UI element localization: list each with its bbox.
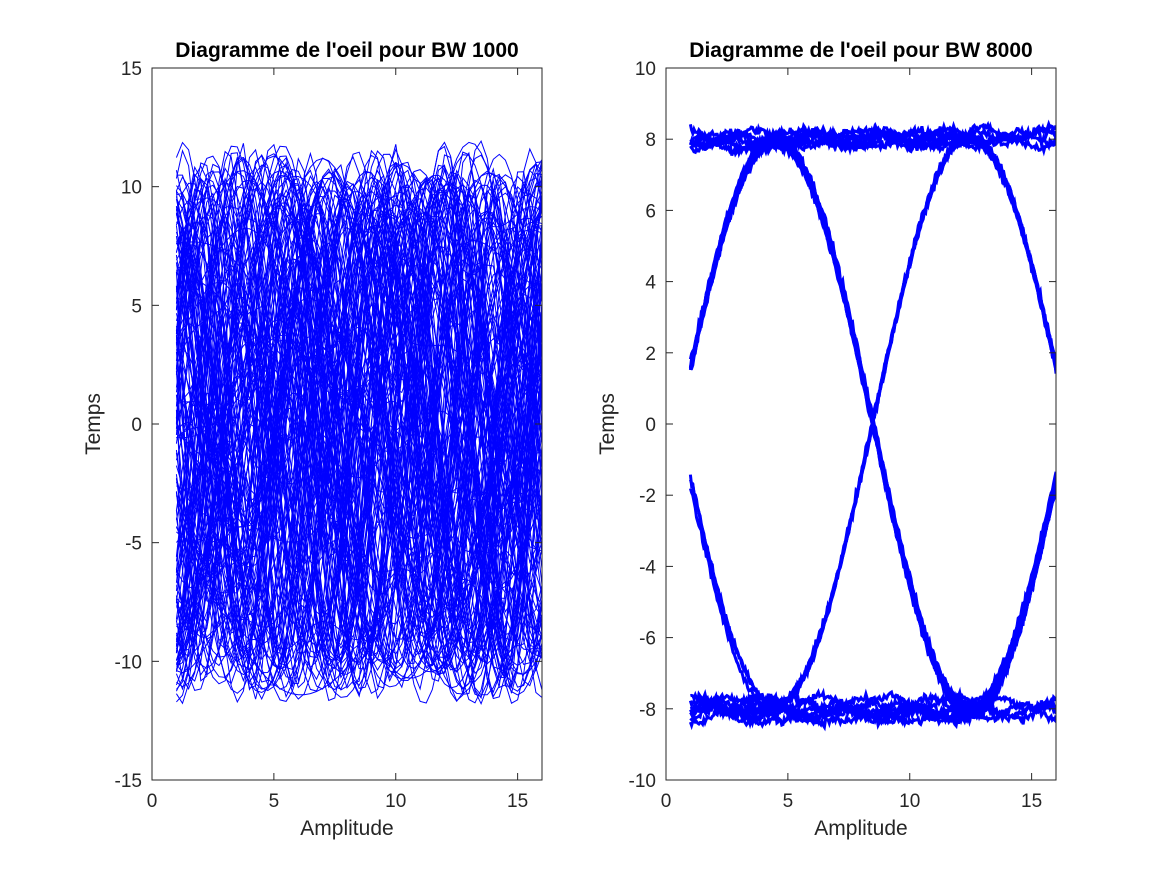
eye-diagram-bw8000: 0 5 10 15 -10 -8 -6 -4 -2 0 2 4 6 8 10 Diagramme de l'… <box>596 39 1057 840</box>
c0-trace <box>176 217 542 670</box>
c0-trace <box>175 207 542 686</box>
c1-ticks: 0 5 10 15 -10 -8 -6 -4 -2 0 2 4 6 8 10 <box>629 59 1056 812</box>
c1-xtick-label-3: 15 <box>1021 791 1042 812</box>
c1-ytick-label-4: -2 <box>639 486 656 507</box>
c1-trace <box>688 124 1056 722</box>
c1-ytick-label-5: 0 <box>645 415 656 436</box>
c0-trace <box>175 206 542 683</box>
c1-xtick-label-1: 5 <box>783 791 794 812</box>
c0-ytick-label-2: -5 <box>125 534 142 555</box>
c0-trace <box>175 168 542 691</box>
c0-trace <box>175 155 542 695</box>
c1-ytick-label-9: 8 <box>645 130 656 151</box>
c0-trace <box>175 184 542 595</box>
eye-diagram-bw1000: 0 5 10 15 -15 -10 -5 0 5 10 15 Diagramme de l'oeil… <box>82 39 543 840</box>
c0-trace <box>175 157 542 687</box>
c0-xlabel: Amplitude <box>300 817 393 840</box>
c1-ytick-label-2: -6 <box>639 629 656 650</box>
c0-ytick-label-0: -15 <box>115 771 142 792</box>
c0-trace <box>175 206 542 669</box>
c0-trace <box>176 185 542 630</box>
c0-traces <box>175 139 542 705</box>
c0-xtick-label-1: 5 <box>269 791 280 812</box>
c0-trace <box>175 182 542 686</box>
c1-trace <box>690 471 1056 718</box>
c0-trace <box>175 181 542 674</box>
c1-ylabel: Temps <box>596 393 619 455</box>
c0-trace <box>175 145 542 697</box>
c1-ytick-label-8: 6 <box>645 201 656 222</box>
c1-ytick-label-1: -8 <box>639 700 656 721</box>
c1-xlabel: Amplitude <box>814 817 907 840</box>
c0-trace <box>176 151 542 703</box>
c0-trace <box>175 143 542 687</box>
c0-ytick-label-6: 15 <box>121 59 142 80</box>
c1-ytick-label-10: 10 <box>635 59 656 80</box>
c0-trace <box>175 183 542 657</box>
c0-ytick-label-1: -10 <box>115 652 142 673</box>
c1-trace <box>689 480 1056 725</box>
c0-trace <box>175 176 542 671</box>
c1-ytick-label-3: -4 <box>639 557 656 578</box>
c0-ticks: 0 5 10 15 -15 -10 -5 0 5 10 15 <box>115 59 542 812</box>
c0-trace <box>175 186 542 671</box>
c0-trace <box>175 216 542 690</box>
c1-title: Diagramme de l'oeil pour BW 8000 <box>689 39 1032 62</box>
c0-trace <box>175 139 542 701</box>
c1-xtick-label-0: 0 <box>661 791 672 812</box>
c0-xtick-label-3: 15 <box>507 791 528 812</box>
c0-trace <box>175 159 542 690</box>
c1-trace <box>688 125 1056 371</box>
c0-trace <box>176 188 542 669</box>
c0-title: Diagramme de l'oeil pour BW 1000 <box>175 39 518 62</box>
c0-ytick-label-5: 10 <box>121 178 142 199</box>
c0-trace <box>175 175 542 695</box>
c0-trace <box>175 153 542 700</box>
c1-ytick-label-0: -10 <box>629 771 656 792</box>
c0-trace <box>175 276 542 691</box>
c1-xtick-label-2: 10 <box>899 791 920 812</box>
c0-ytick-label-3: 0 <box>131 415 142 436</box>
c0-trace <box>175 191 542 670</box>
c1-trace <box>688 475 1056 720</box>
c0-trace <box>175 169 542 690</box>
c0-trace <box>175 190 542 646</box>
c0-ylabel: Temps <box>82 393 105 455</box>
c0-xtick-label-0: 0 <box>147 791 158 812</box>
c0-ytick-label-4: 5 <box>131 296 142 317</box>
c0-trace <box>175 157 542 689</box>
c1-traces <box>688 119 1056 732</box>
c1-ytick-label-7: 4 <box>645 273 656 294</box>
c1-ytick-label-6: 2 <box>645 344 656 365</box>
c0-xtick-label-2: 10 <box>385 791 406 812</box>
c0-trace <box>175 213 542 690</box>
c0-trace <box>175 154 542 694</box>
